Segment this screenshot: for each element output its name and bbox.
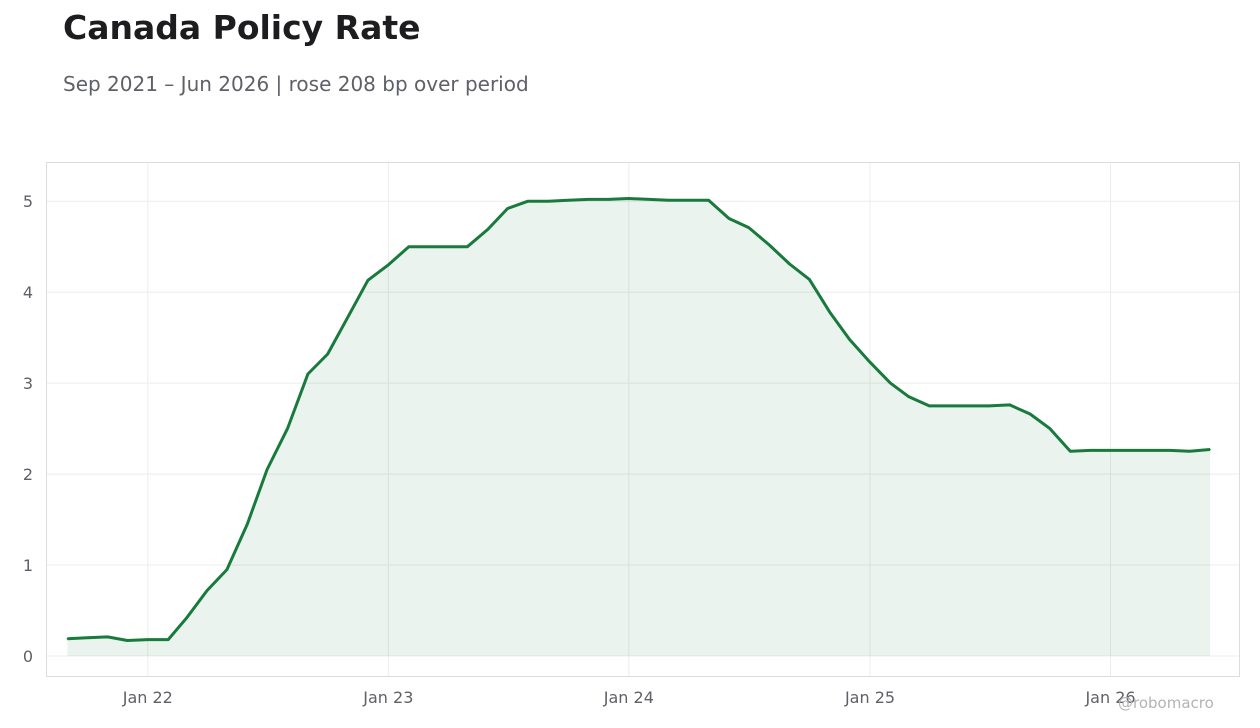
data-point [1109,449,1112,452]
x-tick-label: Jan 23 [362,688,413,707]
chart-subtitle: Sep 2021 – Jun 2026 | rose 208 bp over p… [63,72,529,96]
data-point [1089,449,1091,452]
data-point [988,405,991,407]
y-tick-label: 5 [23,192,33,211]
data-point [1188,450,1191,453]
y-tick-label: 2 [23,465,33,484]
data-point [147,638,149,641]
data-point [587,198,590,201]
data-point [426,245,429,248]
data-point [126,639,129,642]
data-point [547,200,550,203]
data-point [1008,404,1011,406]
data-point [607,198,610,201]
data-point [506,207,509,210]
data-point [106,636,109,638]
data-points [66,197,1211,642]
data-point [446,245,449,248]
y-tick-label: 1 [23,556,33,575]
data-point [466,245,469,248]
data-point [167,638,170,641]
data-point [948,405,950,407]
data-point [628,197,630,200]
data-point [707,199,710,202]
source-credit: @robomacro [1118,694,1214,712]
data-point [185,616,188,619]
data-point [1148,449,1151,452]
data-point [367,279,369,282]
data-point [307,373,309,375]
grid-lines [47,163,1239,676]
y-tick-label: 4 [23,283,33,302]
data-point [889,382,892,384]
data-point [747,226,750,229]
data-point [728,217,730,220]
data-point [226,568,228,571]
data-point [387,264,390,266]
data-point [1069,450,1072,453]
x-tick-label: Jan 26 [1084,688,1135,707]
data-point [829,311,831,313]
data-point [1130,449,1132,452]
x-tick-label: Jan 24 [603,688,654,707]
data-point [667,199,670,202]
data-point [326,353,329,355]
data-point [1029,413,1031,415]
data-point [768,244,770,246]
x-axis-ticks: Jan 22 Jan 23 Jan 24 Jan 25 Jan 26 [122,688,1136,707]
plot-frame [46,162,1240,677]
data-point [928,405,931,407]
data-point [206,589,208,592]
data-point [527,200,529,203]
data-point [487,228,489,231]
data-point [968,405,971,407]
data-point [687,199,690,202]
data-point [869,361,871,363]
data-point [1169,449,1171,452]
series-line [67,197,1211,642]
chart-title: Canada Policy Rate [63,8,421,47]
data-point [808,278,811,281]
data-point [347,315,349,318]
series-area-fill [67,198,1210,656]
data-point [848,338,851,341]
data-point [788,263,791,265]
x-tick-label: Jan 25 [844,688,895,707]
data-point [66,637,69,640]
x-tick-label: Jan 22 [122,688,173,707]
data-point [266,468,268,471]
y-tick-label: 0 [23,647,33,666]
data-point [908,395,910,398]
data-point [1209,448,1211,451]
y-axis-ticks: 0 1 2 3 4 5 [23,192,33,666]
data-point [286,427,289,430]
data-point [407,245,410,248]
data-point [86,636,88,639]
data-point [648,198,651,201]
data-point [246,523,249,525]
data-point [567,199,570,202]
data-point [1049,427,1051,430]
y-tick-label: 3 [23,374,33,393]
